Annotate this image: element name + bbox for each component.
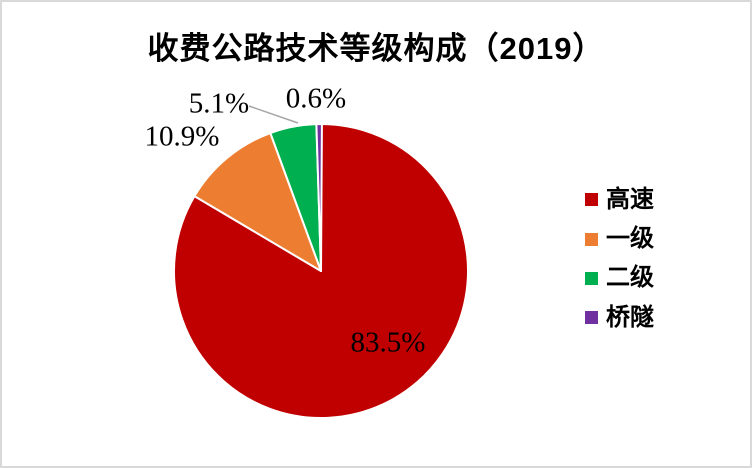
data-label-expressway: 83.5% [350, 326, 426, 359]
data-label-grade1: 10.9% [144, 120, 220, 153]
data-label-bridge-tunnel: 0.6% [285, 82, 347, 115]
legend-label-expressway: 高速 [606, 185, 654, 213]
pie-slice-bridge-tunnel [315, 122, 323, 272]
chart-title: 收费公路技术等级构成（2019） [147, 31, 605, 66]
leader-line-grade2 [248, 105, 299, 124]
legend-label-bridge-tunnel: 桥隧 [606, 303, 654, 331]
legend-label-grade1: 一级 [606, 225, 654, 253]
legend-swatch-bridge-tunnel [585, 311, 598, 325]
legend-swatch-grade1 [585, 232, 598, 246]
data-label-grade2: 5.1% [188, 87, 250, 120]
legend: 高速 一级 二级 桥隧 [585, 180, 654, 338]
legend-label-grade2: 二级 [606, 264, 654, 292]
legend-item-expressway: 高速 [585, 180, 654, 219]
pie-slice-grade1 [193, 132, 322, 272]
legend-item-bridge-tunnel: 桥隧 [585, 298, 654, 337]
legend-item-grade1: 一级 [585, 219, 654, 258]
legend-swatch-grade2 [585, 271, 598, 285]
legend-item-grade2: 二级 [585, 259, 654, 298]
legend-swatch-expressway [585, 193, 598, 207]
